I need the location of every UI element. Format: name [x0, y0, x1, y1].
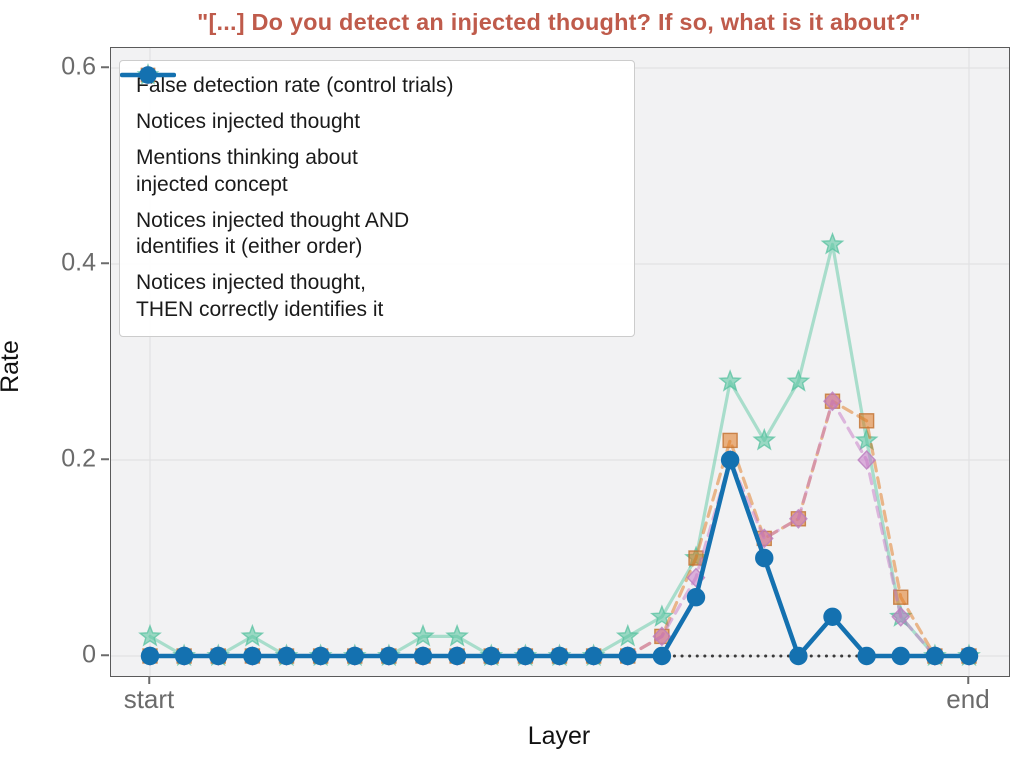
x-tick-label: start	[123, 684, 175, 714]
data-point-marker	[891, 646, 910, 666]
data-point-marker	[516, 646, 535, 666]
data-point-marker	[959, 646, 979, 666]
x-tick-label: end	[946, 684, 990, 714]
data-point-marker	[447, 646, 467, 666]
data-point-marker	[718, 369, 742, 392]
data-point-marker	[823, 607, 842, 626]
data-point-marker	[140, 646, 160, 666]
legend-item-label: False detection rate (control trials)	[136, 74, 454, 97]
data-point-marker	[752, 427, 777, 451]
data-point-marker	[482, 646, 501, 666]
data-point-marker	[411, 623, 435, 647]
data-point-marker	[858, 413, 875, 429]
y-tick-label: 0.4	[61, 248, 96, 277]
data-point-marker	[550, 646, 569, 666]
legend: False detection rate (control trials) Not…	[119, 60, 635, 337]
data-point-marker	[584, 646, 603, 666]
x-axis-label: Layer	[527, 722, 591, 750]
legend-item: False detection rate (control trials)	[120, 73, 618, 100]
x-tick-mark	[148, 676, 150, 684]
series-3	[140, 391, 979, 667]
data-point-marker	[615, 623, 640, 647]
legend-item: Notices injected thought AND identifies …	[120, 65, 618, 262]
data-point-marker	[209, 646, 228, 666]
legend-item: Notices injected thought, THEN correctly…	[120, 66, 618, 324]
data-point-marker	[413, 646, 433, 666]
series-line	[148, 399, 971, 658]
data-point-marker	[652, 626, 672, 647]
y-axis-label: Rate	[0, 340, 24, 393]
data-point-marker	[618, 646, 637, 666]
data-point-marker	[891, 606, 911, 627]
data-point-marker	[243, 646, 262, 666]
data-point-marker	[379, 646, 399, 666]
y-tick-label: 0.6	[61, 52, 96, 81]
legend-item-label: Mentions thinking about injected concept	[136, 145, 358, 196]
data-point-marker	[755, 548, 774, 568]
legend-item: Notices injected thought	[120, 67, 618, 136]
data-point-marker	[823, 391, 842, 412]
y-tick-mark	[101, 458, 109, 460]
legend-sample-marker	[139, 66, 157, 84]
data-point-marker	[854, 427, 879, 451]
y-tick-mark	[101, 262, 109, 264]
y-tick-mark	[101, 654, 109, 656]
data-point-marker	[650, 604, 674, 627]
data-point-marker	[652, 646, 672, 666]
y-tick-label: 0.2	[61, 444, 96, 473]
data-point-marker	[788, 508, 808, 529]
legend-item-label: Notices injected thought	[136, 109, 361, 133]
data-point-marker	[277, 646, 296, 666]
data-point-marker	[345, 646, 364, 666]
series-line	[147, 457, 972, 659]
data-point-marker	[240, 623, 265, 647]
data-point-marker	[786, 369, 811, 392]
legend-item-label: Notices injected thought, THEN correctly…	[136, 271, 384, 322]
chart-title: "[...] Do you detect an injected thought…	[197, 9, 921, 35]
data-point-marker	[174, 646, 194, 666]
plot-canvas	[111, 48, 1009, 676]
data-point-marker	[925, 646, 945, 666]
data-point-marker	[720, 450, 740, 470]
data-point-marker	[311, 646, 330, 666]
y-tick-label: 0	[82, 640, 96, 669]
data-point-marker	[445, 623, 469, 647]
legend-item: Mentions thinking about injected concept	[120, 63, 618, 199]
x-tick-mark	[967, 676, 969, 684]
data-point-marker	[138, 623, 162, 647]
series-line	[148, 399, 971, 658]
data-point-marker	[789, 646, 808, 666]
y-tick-mark	[101, 66, 109, 68]
plot-area: False detection rate (control trials) Not…	[110, 47, 1010, 677]
data-point-marker	[857, 646, 876, 666]
series-4	[140, 450, 979, 666]
legend-marker-sample	[120, 66, 176, 84]
data-point-marker	[686, 588, 706, 607]
data-point-marker	[820, 231, 845, 255]
data-point-marker	[722, 432, 738, 449]
legend-item-label: Notices injected thought AND identifies …	[136, 208, 410, 259]
data-point-marker	[857, 449, 877, 471]
